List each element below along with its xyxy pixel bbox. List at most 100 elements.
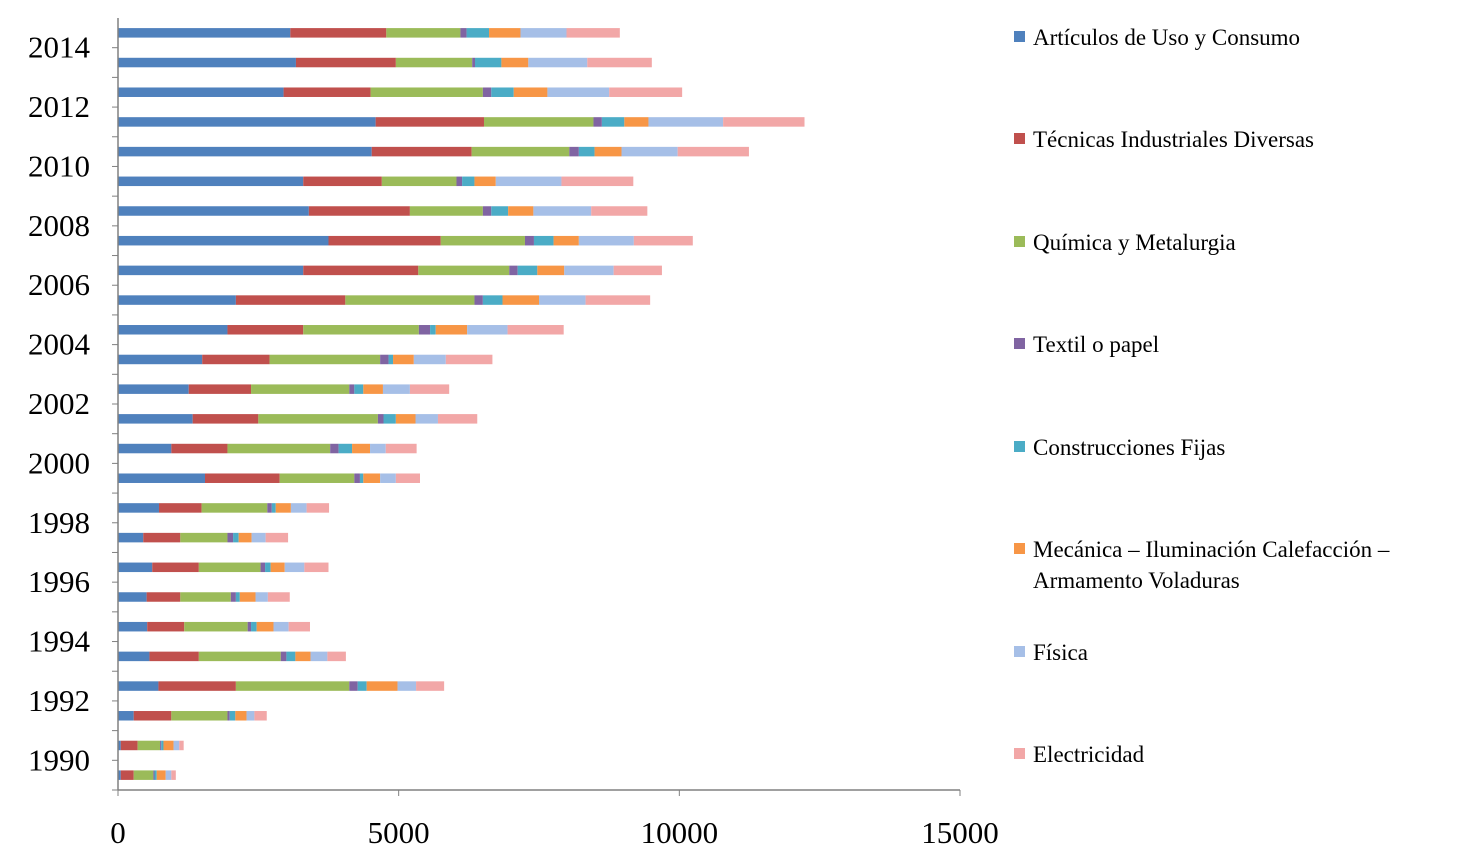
bar-segment-2001-s0 — [118, 443, 172, 454]
bar-segment-2002-s6 — [415, 414, 438, 424]
bar-segment-2013-s6 — [547, 87, 610, 97]
bar-segment-1993-s3 — [349, 681, 358, 691]
bar-segment-1995-s4 — [251, 621, 257, 632]
bar-segment-2009-s4 — [491, 206, 509, 216]
bar-segment-1994-s0 — [118, 651, 150, 662]
bar-segment-1998-s7 — [265, 532, 289, 543]
bar-segment-2011-s6 — [621, 146, 678, 157]
bar-segment-1999-s2 — [201, 503, 268, 513]
bar-segment-2015-s4 — [466, 28, 490, 38]
bar-segment-2008-s4 — [533, 235, 554, 246]
bar-segment-2007-s3 — [509, 265, 518, 276]
legend-swatch — [1014, 543, 1025, 554]
bar-segment-1999-s3 — [267, 503, 272, 513]
bar-segment-1996-s3 — [230, 592, 236, 602]
y-tick-label: 2014 — [28, 30, 91, 65]
y-tick-label: 1994 — [28, 624, 91, 659]
bar-segment-2012-s2 — [483, 117, 594, 127]
bar-segment-2012-s1 — [375, 117, 484, 127]
bar-segment-1994-s2 — [198, 651, 281, 662]
bar-segment-2000-s4 — [359, 473, 364, 483]
bar-segment-1994-s1 — [149, 651, 199, 662]
bar-segment-1993-s2 — [235, 681, 350, 691]
bar-segment-2002-s5 — [395, 414, 416, 424]
bar-segment-2002-s7 — [437, 414, 478, 424]
bar-segment-1990-s7 — [171, 770, 176, 780]
bar-segment-2010-s2 — [381, 176, 457, 187]
bar-segment-2006-s1 — [235, 295, 346, 305]
bar-segment-2010-s7 — [561, 176, 634, 187]
bar-segment-1994-s5 — [295, 651, 311, 662]
bar-segment-2006-s6 — [539, 295, 586, 305]
legend-label: Física — [1033, 640, 1088, 665]
bar-segment-2010-s3 — [456, 176, 463, 187]
bar-segment-1993-s7 — [416, 681, 445, 691]
legend-swatch — [1014, 646, 1025, 657]
bar-segment-1993-s6 — [397, 681, 417, 691]
bar-segment-1990-s4 — [154, 770, 157, 780]
y-tick-label: 1996 — [28, 564, 90, 599]
bar-segment-1992-s4 — [229, 711, 236, 721]
bar-segment-2002-s2 — [258, 414, 378, 424]
bar-segment-1993-s4 — [357, 681, 367, 691]
bar-segment-2003-s3 — [349, 384, 355, 394]
bar-segment-2009-s5 — [508, 206, 534, 216]
bar-segment-1994-s3 — [280, 651, 287, 662]
x-tick-label: 0 — [110, 815, 126, 850]
legend-label: Electricidad — [1033, 742, 1145, 767]
bar-segment-2001-s3 — [330, 443, 339, 454]
bar-segment-2009-s6 — [533, 206, 592, 216]
legend-swatch — [1014, 236, 1025, 247]
bar-segment-2003-s6 — [382, 384, 410, 394]
bar-segment-2006-s5 — [502, 295, 539, 305]
bar-segment-2003-s7 — [409, 384, 450, 394]
legend-item: Técnicas Industriales Diversas — [1014, 124, 1443, 155]
bar-segment-1999-s7 — [306, 503, 330, 513]
bar-segment-1990-s3 — [153, 770, 155, 780]
bar-segment-1995-s0 — [118, 621, 148, 632]
bar-segment-1997-s5 — [270, 562, 285, 573]
bar-segment-2013-s7 — [609, 87, 683, 97]
bar-segment-1993-s1 — [158, 681, 236, 691]
bar-segment-2008-s7 — [633, 235, 693, 246]
bar-segment-2009-s0 — [118, 206, 309, 216]
bar-segment-2001-s1 — [171, 443, 228, 454]
bar-segment-2008-s1 — [328, 235, 441, 246]
bar-segment-1995-s7 — [288, 621, 310, 632]
legend-label: Textil o papel — [1033, 332, 1160, 357]
bar-segment-2002-s1 — [192, 414, 259, 424]
bar-segment-2011-s4 — [578, 146, 595, 157]
bar-segment-2015-s2 — [386, 28, 461, 38]
bar-segment-2014-s1 — [295, 57, 396, 68]
bar-segment-2006-s3 — [474, 295, 483, 305]
legend-item: Electricidad — [1014, 739, 1443, 770]
bar-segment-1991-s5 — [163, 740, 174, 751]
bars-layer — [118, 28, 805, 780]
y-tick-label: 2002 — [28, 386, 90, 421]
bar-segment-2004-s3 — [380, 354, 389, 365]
bar-segment-1994-s7 — [327, 651, 346, 662]
bar-segment-2013-s0 — [118, 87, 284, 97]
bar-segment-2010-s0 — [118, 176, 304, 187]
bar-segment-1996-s5 — [239, 592, 256, 602]
bar-segment-2005-s1 — [227, 325, 304, 335]
bar-segment-2004-s0 — [118, 354, 203, 365]
bar-segment-1996-s6 — [255, 592, 268, 602]
bar-segment-1995-s6 — [273, 621, 289, 632]
bar-segment-2000-s0 — [118, 473, 206, 483]
y-tick-label: 2000 — [28, 445, 90, 480]
legend-swatch — [1014, 133, 1025, 144]
bar-segment-2012-s3 — [593, 117, 602, 127]
bar-segment-1992-s5 — [235, 711, 247, 721]
bar-segment-2007-s0 — [118, 265, 304, 276]
bar-segment-1997-s2 — [198, 562, 261, 573]
bar-segment-2013-s3 — [482, 87, 492, 97]
bar-segment-2009-s2 — [409, 206, 483, 216]
bar-segment-2008-s3 — [524, 235, 534, 246]
bar-segment-1991-s1 — [120, 740, 138, 751]
bar-segment-2006-s7 — [585, 295, 651, 305]
bar-segment-2009-s3 — [482, 206, 492, 216]
bar-segment-1995-s2 — [184, 621, 248, 632]
bar-segment-2004-s7 — [445, 354, 493, 365]
legend-swatch — [1014, 441, 1025, 452]
